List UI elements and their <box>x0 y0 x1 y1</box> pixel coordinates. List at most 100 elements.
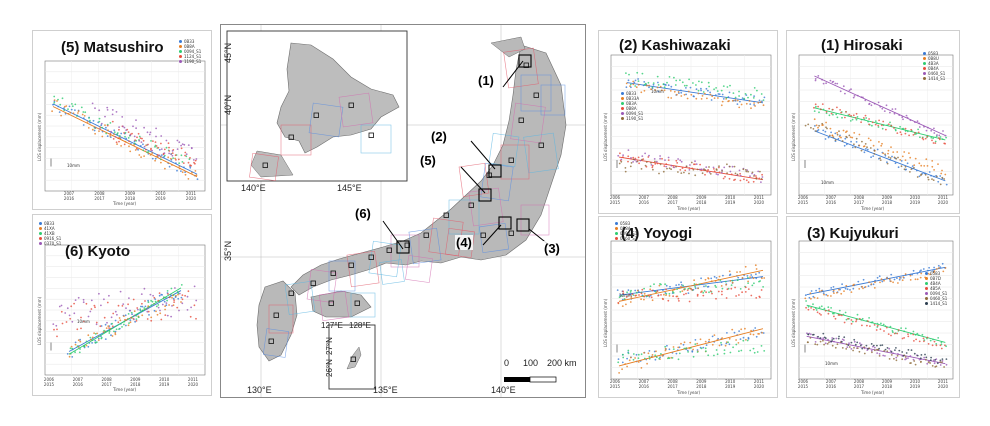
data-point <box>643 89 646 92</box>
data-point <box>836 131 838 134</box>
trend-line <box>814 107 946 141</box>
data-point <box>665 84 667 86</box>
data-point <box>893 278 896 281</box>
data-point <box>680 284 683 286</box>
data-point <box>190 164 193 167</box>
data-point <box>927 176 929 179</box>
data-point <box>87 334 90 337</box>
data-point <box>892 281 894 284</box>
data-point <box>77 110 80 113</box>
data-point <box>116 143 118 145</box>
data-point <box>74 341 77 344</box>
data-point <box>876 276 879 279</box>
data-point <box>657 81 659 84</box>
data-point <box>900 165 903 168</box>
data-point <box>727 341 729 344</box>
legend-label: 0B8A <box>620 226 631 231</box>
data-point <box>76 328 79 331</box>
data-point <box>133 314 136 317</box>
data-point <box>760 289 763 291</box>
data-point <box>896 354 899 357</box>
legend-marker <box>923 57 926 60</box>
data-point <box>117 304 120 307</box>
data-point <box>677 358 680 361</box>
data-point <box>713 354 715 357</box>
legend-label: 41XA <box>44 226 55 231</box>
data-point <box>652 168 654 171</box>
data-point <box>158 148 161 151</box>
data-point <box>696 168 699 171</box>
data-point <box>181 302 184 305</box>
data-point <box>870 343 873 345</box>
data-point <box>880 144 883 147</box>
data-point <box>866 146 868 149</box>
data-point <box>622 292 625 295</box>
gnss-station-marker <box>348 102 354 108</box>
data-point <box>841 283 843 286</box>
data-point <box>726 163 728 166</box>
data-point <box>103 298 105 301</box>
data-point <box>651 289 654 292</box>
data-point <box>623 298 626 300</box>
data-point <box>905 168 907 171</box>
data-point <box>680 172 683 175</box>
data-point <box>924 137 927 140</box>
data-point <box>94 339 97 342</box>
data-point <box>118 135 121 137</box>
data-point <box>109 132 112 135</box>
data-point <box>836 116 839 119</box>
panel-title: (1) Hirosaki <box>821 37 903 54</box>
data-point <box>729 351 732 354</box>
data-point <box>718 344 721 347</box>
data-point <box>155 145 158 147</box>
data-point <box>104 323 107 326</box>
data-point <box>700 81 703 84</box>
data-point <box>830 307 832 309</box>
data-point <box>715 87 717 89</box>
data-point <box>807 308 810 311</box>
data-point <box>51 110 53 113</box>
data-point <box>926 135 929 138</box>
data-point <box>685 93 687 96</box>
data-point <box>160 142 162 145</box>
data-point <box>705 291 707 294</box>
data-point <box>931 365 934 367</box>
data-point <box>697 287 699 290</box>
sar-frame-footprint <box>350 292 376 318</box>
data-point <box>76 115 78 117</box>
data-point <box>743 178 745 181</box>
data-point <box>81 113 84 116</box>
data-point <box>61 97 64 100</box>
data-point <box>675 284 678 286</box>
legend-marker <box>179 50 182 53</box>
data-point <box>816 311 819 314</box>
data-point <box>900 160 903 162</box>
data-point <box>180 301 182 303</box>
data-point <box>846 136 848 139</box>
data-point <box>870 283 873 285</box>
sar-frame-footprint <box>262 328 290 358</box>
data-point <box>713 168 715 170</box>
data-point <box>825 293 828 296</box>
data-point <box>873 149 876 152</box>
data-point <box>818 306 821 309</box>
data-point <box>660 283 662 286</box>
data-point <box>650 161 652 164</box>
data-point <box>77 296 80 299</box>
data-point <box>945 136 947 139</box>
data-point <box>135 147 138 150</box>
data-point <box>865 344 868 347</box>
data-point <box>746 275 749 277</box>
data-point <box>174 154 177 157</box>
data-point <box>923 340 925 343</box>
data-point <box>707 285 710 288</box>
scale-bar-label: 0 <box>504 358 510 368</box>
scale-bar-label: 200 km <box>547 358 577 368</box>
data-point <box>736 271 738 273</box>
data-point <box>707 277 710 280</box>
data-point <box>89 336 92 339</box>
data-point <box>114 135 117 138</box>
data-point <box>881 107 884 110</box>
x-tick-label: 2009 2018 <box>124 191 136 201</box>
data-point <box>160 161 162 164</box>
